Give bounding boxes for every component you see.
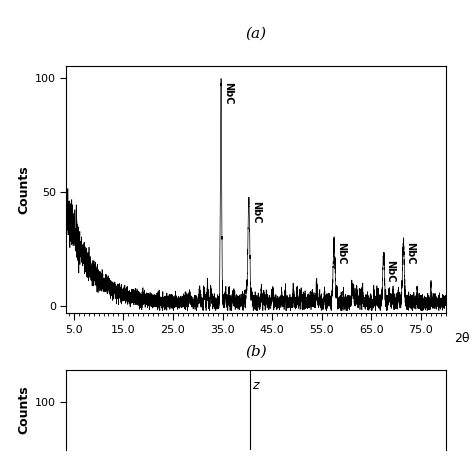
Text: (a): (a) [246,27,266,41]
Text: (b): (b) [245,345,267,358]
Text: NbC: NbC [405,242,415,264]
Text: NbC: NbC [336,242,346,264]
Y-axis label: Counts: Counts [18,386,31,434]
Y-axis label: Counts: Counts [18,165,31,214]
Text: z: z [252,379,259,392]
Text: 2θ: 2θ [454,332,469,345]
Text: NbC: NbC [251,201,261,224]
Text: NbC: NbC [223,82,233,105]
Text: NbC: NbC [385,260,396,283]
